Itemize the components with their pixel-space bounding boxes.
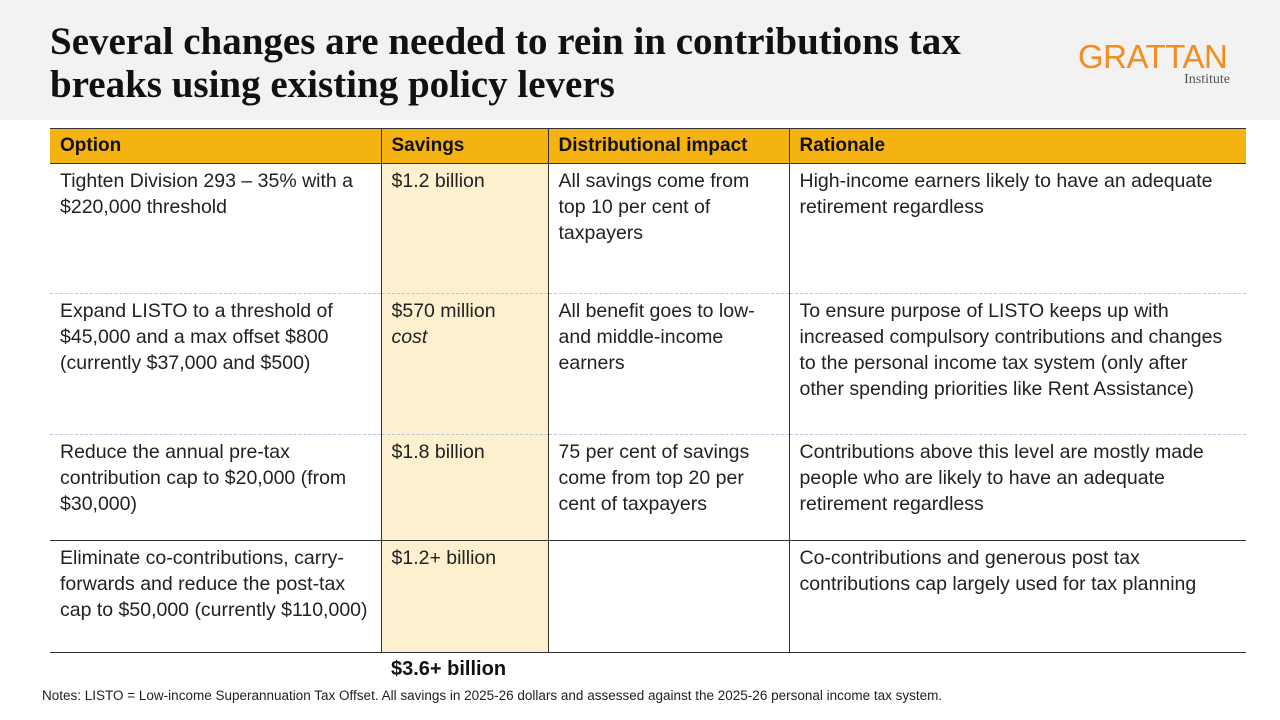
option-cell: Tighten Division 293 – 35% with a $220,0… — [50, 163, 382, 294]
rationale-cell: High-income earners likely to have an ad… — [788, 163, 1246, 294]
table-row: Tighten Division 293 – 35% with a $220,0… — [50, 163, 1246, 294]
savings-cell: $1.2+ billion — [380, 540, 549, 653]
header-option: Option — [50, 128, 382, 164]
option-cell: Expand LISTO to a threshold of $45,000 a… — [50, 293, 382, 435]
impact-cell: 75 per cent of savings come from top 20 … — [547, 434, 790, 541]
savings-value: $1.2+ billion — [391, 547, 497, 569]
impact-cell: All savings come from top 10 per cent of… — [547, 163, 790, 294]
table-header-row: Option Savings Distributional impact Rat… — [50, 128, 1246, 164]
logo-sub: Institute — [1184, 72, 1230, 87]
table-row: Expand LISTO to a threshold of $45,000 a… — [50, 293, 1246, 435]
impact-cell: All benefit goes to low- and middle-inco… — [547, 293, 790, 435]
logo-brand: GRATTAN — [1078, 38, 1228, 75]
notes: Notes: LISTO = Low-income Superannuation… — [42, 688, 943, 703]
header-savings: Savings — [380, 128, 549, 164]
savings-cell: $1.2 billion — [380, 163, 549, 294]
content-area: Option Savings Distributional impact Rat… — [42, 128, 1246, 704]
rationale-cell: To ensure purpose of LISTO keeps up with… — [788, 293, 1246, 435]
header-impact: Distributional impact — [547, 128, 790, 164]
savings-value: $1.2 billion — [391, 170, 485, 192]
savings-cell: $1.8 billion — [380, 434, 549, 541]
rationale-cell: Co-contributions and generous post tax c… — [788, 540, 1246, 653]
grattan-logo: GRATTAN Institute — [1078, 40, 1232, 88]
savings-value: $1.8 billion — [391, 441, 485, 463]
rationale-cell: Contributions above this level are mostl… — [788, 434, 1246, 541]
table-row: Eliminate co-contributions, carry-forwar… — [50, 540, 1246, 653]
title-banner: Several changes are needed to rein in co… — [0, 0, 1280, 120]
savings-cell: $570 million cost — [380, 293, 549, 435]
page-title: Several changes are needed to rein in co… — [50, 20, 961, 106]
option-cell: Eliminate co-contributions, carry-forwar… — [50, 540, 382, 653]
impact-cell — [547, 540, 790, 653]
table-row: Reduce the annual pre-tax contribution c… — [50, 434, 1246, 541]
option-cell: Reduce the annual pre-tax contribution c… — [50, 434, 382, 541]
header-rationale: Rationale — [788, 128, 1246, 164]
options-table: Option Savings Distributional impact Rat… — [50, 128, 1246, 653]
savings-value: $570 million — [391, 300, 496, 322]
total-savings: $3.6+ billion — [391, 658, 507, 680]
savings-note: cost — [391, 326, 428, 348]
